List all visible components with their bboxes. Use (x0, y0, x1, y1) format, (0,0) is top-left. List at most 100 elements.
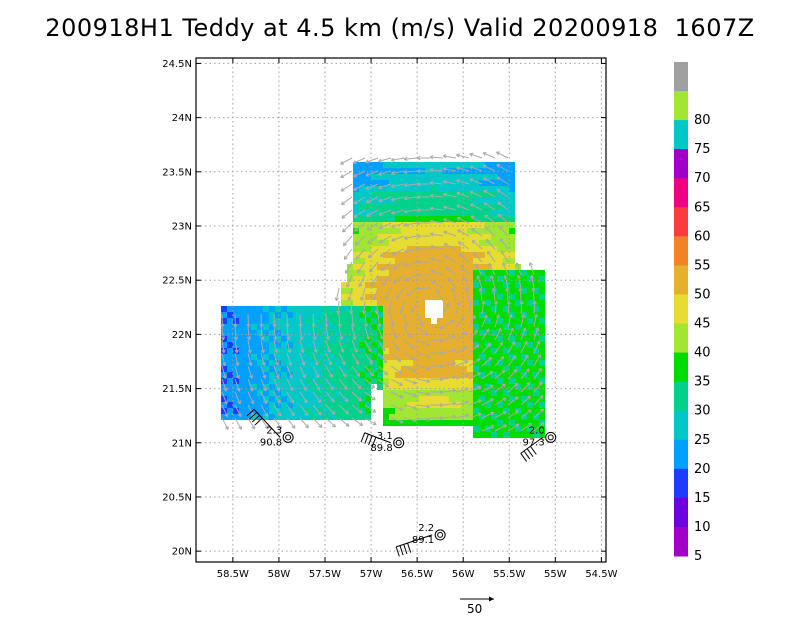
field-cell (479, 390, 485, 396)
wind-vector-head (288, 361, 293, 366)
field-cell (479, 180, 485, 186)
wind-vector (260, 326, 263, 340)
wind-vector (404, 248, 418, 253)
field-cell (359, 336, 365, 342)
wind-vector-head (442, 192, 447, 197)
wind-vector (416, 287, 431, 290)
field-cell (413, 330, 419, 336)
field-cell (389, 204, 395, 210)
wind-vector-head (416, 194, 421, 200)
field-cell (359, 300, 365, 306)
field-cell (515, 336, 521, 342)
wind-vector (456, 192, 470, 198)
colorbar-swatch (674, 236, 688, 266)
field-cell (263, 330, 269, 336)
field-cell (263, 402, 269, 408)
field-cell (407, 162, 413, 168)
field-cell (389, 414, 395, 420)
colorbar-label: 20 (694, 462, 711, 477)
wind-vector-head (369, 268, 373, 273)
field-cell (371, 342, 377, 348)
field-cell (521, 270, 527, 276)
field-cell (257, 342, 263, 348)
field-cell (485, 384, 491, 390)
field-cell (509, 336, 515, 342)
field-cell (443, 246, 449, 252)
field-cell (497, 300, 503, 306)
field-cell (407, 192, 413, 198)
field-cell (491, 360, 497, 366)
field-cell (329, 354, 335, 360)
field-cell (485, 396, 491, 402)
field-cell (269, 372, 275, 378)
field-cell (539, 342, 545, 348)
field-cell (479, 426, 485, 432)
wind-vector-head (357, 385, 362, 390)
field-cell (317, 354, 323, 360)
field-cell (263, 348, 269, 354)
wind-vector (234, 378, 240, 392)
wind-vector-head (439, 364, 444, 369)
field-cell (515, 348, 521, 354)
field-cell (437, 210, 443, 216)
field-cell (503, 240, 509, 246)
field-cell (539, 312, 545, 318)
wind-vector-head (367, 240, 372, 245)
field-cell (479, 174, 485, 180)
field-cell (473, 426, 479, 432)
wind-vector-head (491, 287, 497, 292)
wind-vector (325, 365, 333, 378)
field-cell (377, 174, 383, 180)
field-cell (473, 228, 479, 234)
wind-vector (390, 378, 403, 386)
field-cell (377, 384, 383, 390)
wind-vector (456, 154, 470, 159)
field-cell (281, 366, 287, 372)
wind-vector-head (512, 355, 517, 360)
wind-vector-head (452, 401, 457, 406)
field-cell (467, 276, 473, 282)
field-cell (461, 228, 467, 234)
wind-vector-head (456, 191, 461, 196)
field-cell (527, 390, 533, 396)
field-cell (443, 294, 449, 300)
field-cell (521, 306, 527, 312)
wind-vector (234, 391, 241, 405)
wind-vector (443, 193, 457, 198)
field-cell (443, 348, 449, 354)
field-cell (449, 312, 455, 318)
wind-vector (520, 354, 529, 367)
wind-barb-flag (246, 408, 255, 417)
field-cell (419, 276, 425, 282)
field-cell (503, 198, 509, 204)
wind-vector (337, 300, 340, 315)
field-cell (383, 294, 389, 300)
wind-vector-head (347, 297, 352, 301)
field-cell (401, 390, 407, 396)
wind-vector (460, 264, 470, 276)
wind-vector-head (477, 412, 482, 417)
field-cell (455, 294, 461, 300)
wind-vector (353, 183, 366, 191)
wind-vector (452, 288, 457, 302)
field-cell (479, 252, 485, 258)
field-cell (461, 414, 467, 420)
field-cell (473, 330, 479, 336)
wind-vector (404, 209, 418, 213)
wind-vector-head (439, 325, 444, 330)
lon-tick-label: 58W (268, 569, 291, 580)
field-cell (275, 402, 281, 408)
wind-vector-head (403, 209, 408, 214)
field-cell (509, 408, 515, 414)
field-cell (239, 318, 245, 324)
wind-vector (338, 378, 348, 390)
wind-vector-head (403, 196, 408, 201)
field-cell (503, 330, 509, 336)
field-cell (479, 384, 485, 390)
wind-vector-head (363, 323, 369, 328)
field-cell (305, 348, 311, 354)
wind-vector (484, 226, 496, 237)
wind-vector (483, 190, 496, 198)
field-cell (389, 300, 395, 306)
wind-vector (458, 253, 470, 263)
